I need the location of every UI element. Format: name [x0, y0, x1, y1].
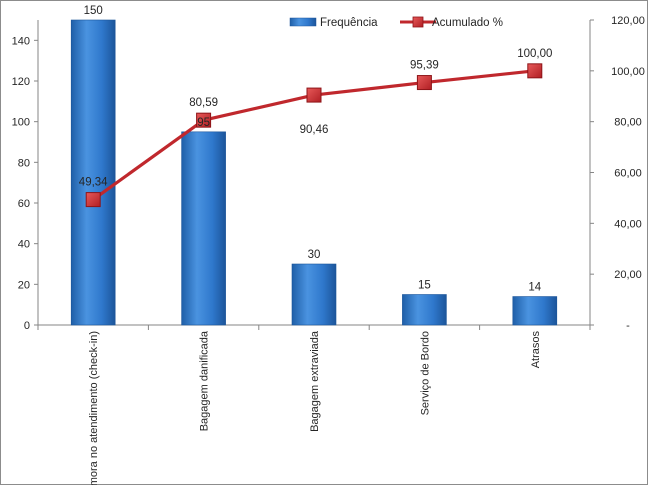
- bar-data-label: 15: [418, 280, 431, 292]
- legend-label-frequencia: Frequência: [320, 17, 378, 29]
- y-left-tick-label: 120: [12, 76, 30, 88]
- y-left-tick-label: 0: [24, 320, 30, 332]
- axes-group: 0 20 40 60 80 100 120 140 - 20,00 40,00 60,00 80,00 1…: [12, 15, 645, 485]
- y-left-tick-label: 80: [18, 157, 30, 169]
- x-category-label: Demora no atendimento (check-in): [88, 331, 100, 485]
- bars-group: [70, 19, 558, 326]
- y-right-tick-label: 80,00: [614, 117, 642, 129]
- y-right-tick-label: -: [626, 320, 630, 332]
- line-data-label: 90,46: [300, 124, 329, 136]
- bar-data-label: 150: [84, 5, 103, 17]
- y-right-tick-label: 20,00: [614, 269, 642, 281]
- legend-label-acumulado: Acumulado %: [432, 17, 503, 29]
- line-data-label: 100,00: [517, 48, 552, 60]
- y-right-tick-label: 40,00: [614, 218, 642, 230]
- legend: Frequência Acumulado %: [289, 16, 503, 29]
- y-left-tick-label: 40: [18, 239, 30, 251]
- bar-data-label: 30: [308, 249, 321, 261]
- line-marker-acumulado: [527, 63, 543, 79]
- legend-marker-acumulado: [412, 16, 424, 28]
- y-left-tick-label: 60: [18, 198, 30, 210]
- y-right-tick-label: 60,00: [614, 168, 642, 180]
- legend-swatch-frequencia: [289, 17, 317, 27]
- x-category-label: Bagagem danificada: [199, 330, 211, 431]
- x-category-label: Bagagem extraviada: [309, 330, 321, 432]
- y-right-tick-label: 120,00: [611, 15, 645, 27]
- line-marker-acumulado: [196, 112, 212, 128]
- bar-frequencia: [291, 263, 337, 326]
- bar-frequencia: [402, 294, 447, 326]
- y-left-tick-label: 20: [18, 279, 30, 291]
- line-marker-acumulado: [306, 87, 322, 103]
- y-left-tick-label: 140: [12, 35, 30, 47]
- line-data-label: 95,39: [410, 60, 439, 72]
- bar-frequencia: [181, 131, 226, 326]
- line-marker-acumulado: [85, 192, 101, 208]
- bar-frequencia: [70, 19, 116, 326]
- bar-data-label: 14: [528, 282, 541, 294]
- line-data-label: 80,59: [189, 97, 218, 109]
- line-group: [85, 63, 543, 208]
- line-data-label: 49,34: [79, 177, 108, 189]
- x-category-label: Serviço de Bordo: [419, 331, 431, 415]
- y-right-tick-label: 100,00: [611, 66, 645, 78]
- bar-frequencia: [512, 296, 558, 326]
- bar-data-label: 95: [197, 117, 210, 129]
- x-category-label: Atrasos: [530, 331, 542, 369]
- y-left-tick-label: 100: [12, 117, 30, 129]
- line-marker-acumulado: [416, 75, 432, 91]
- data-labels-group: 150 95 30 15 14 49,34 80,59 90,46 95,39 100,00: [79, 5, 553, 294]
